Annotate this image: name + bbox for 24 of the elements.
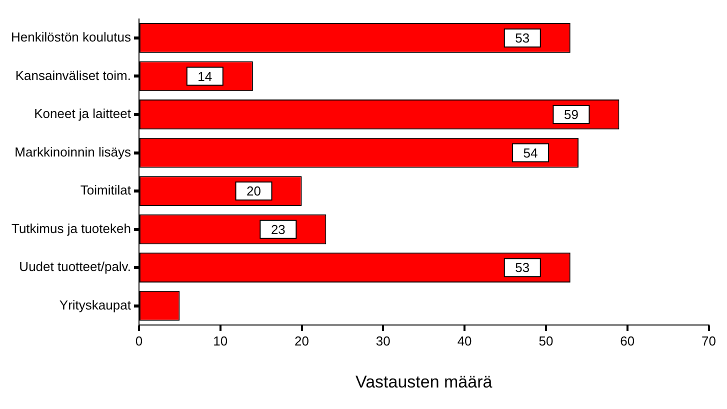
x-tick-label: 30 [376,333,390,348]
data-label: 54 [523,145,538,160]
y-tick-label: Kansainväliset toim. [15,68,131,83]
y-tick-label: Koneet ja laitteet [34,106,132,122]
x-axis-title: Vastausten määrä [356,372,493,392]
data-label: 59 [564,107,578,122]
x-tick-label: 40 [457,333,472,348]
x-tick-label: 60 [620,333,635,348]
data-label: 14 [198,68,212,84]
x-tick-label: 50 [538,333,554,348]
data-label: 20 [246,184,261,199]
y-tick-label: Toimitilat [80,182,132,198]
y-tick-label: Markkinoinnin lisäys [14,144,132,160]
y-tick-label: Henkilöstön koulutus [10,30,132,45]
y-tick-label: Uudet tuotteet/palv. [19,259,131,274]
data-label: 23 [270,222,286,237]
x-tick-label: 10 [213,333,228,348]
x-tick-label: 20 [294,333,309,348]
x-tick-label: 0 [135,333,143,348]
y-tick-label: Yrityskaupat [59,297,132,312]
data-label: 53 [515,260,530,276]
x-tick-label: 70 [702,333,716,348]
y-tick-label: Tutkimus ja tuotekeh [11,220,131,236]
data-label: 53 [515,30,530,46]
